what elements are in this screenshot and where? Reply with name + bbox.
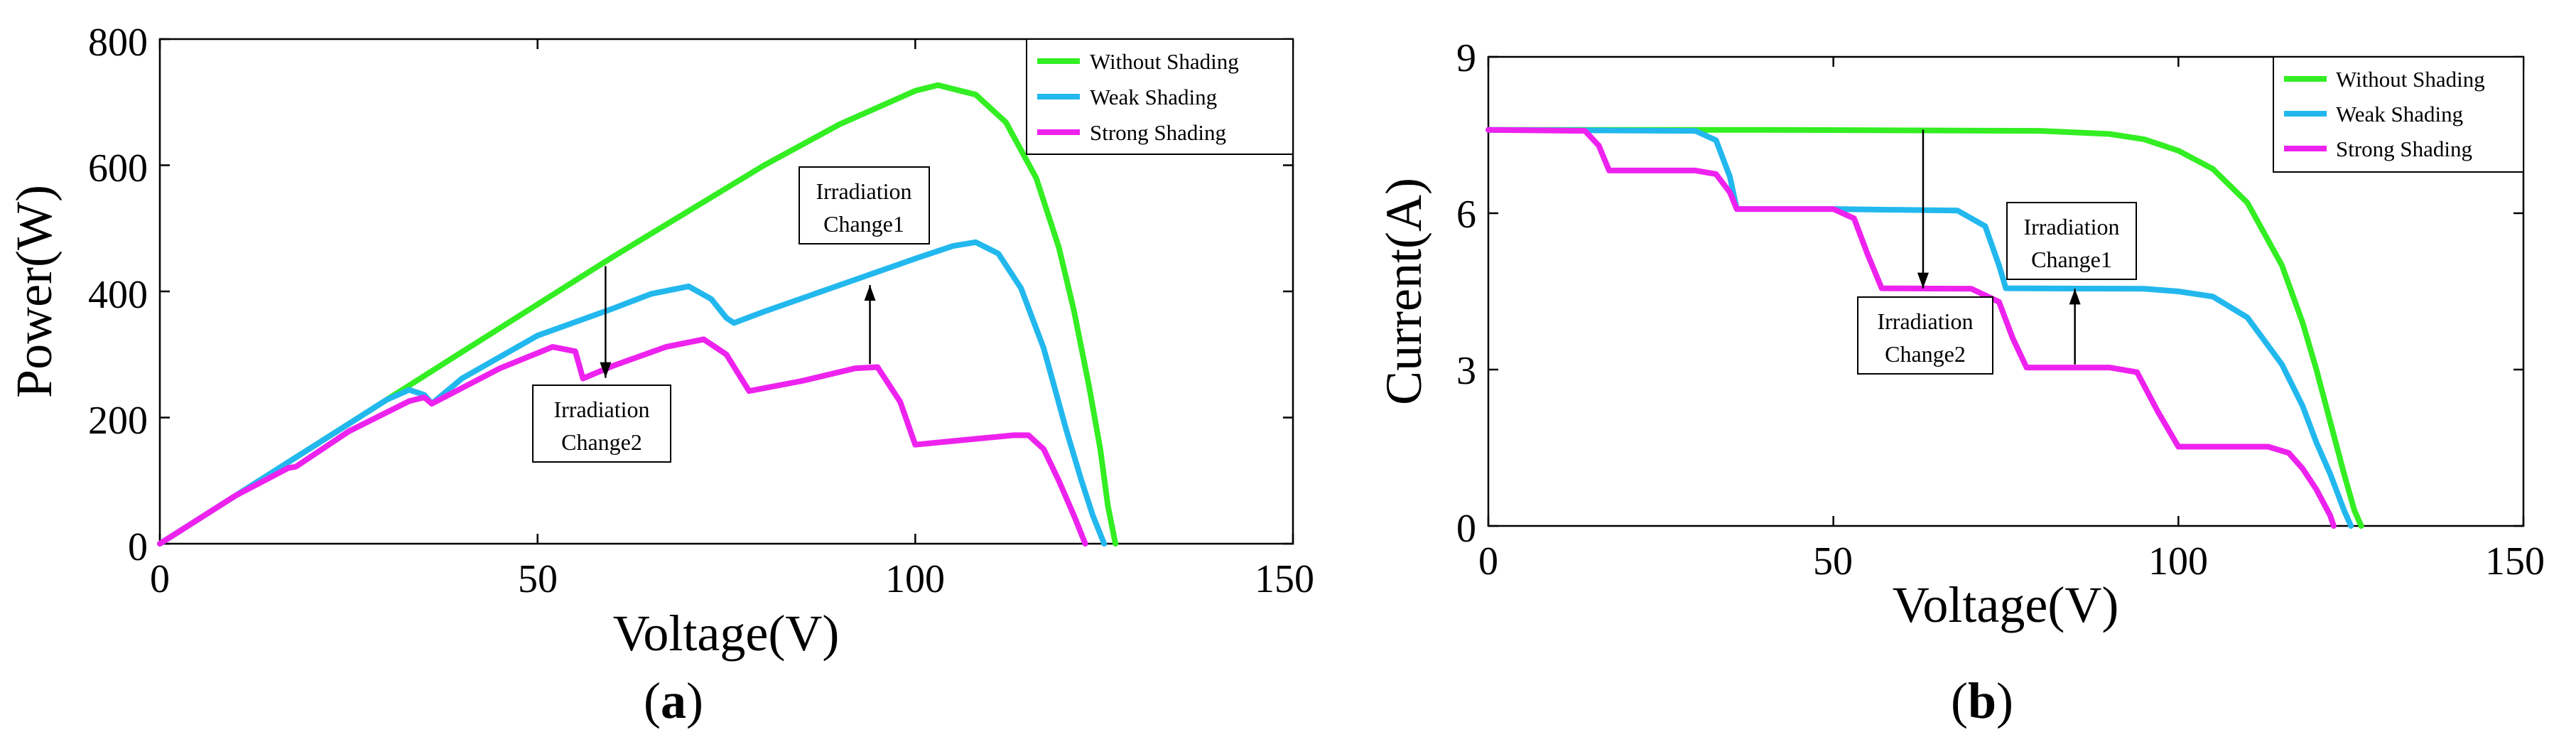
panel-a-ytick-label: 800	[88, 21, 148, 65]
panel-b-label-letter: b	[1968, 672, 1996, 729]
panel-a-annotation-change2: Irradiation Change2	[532, 385, 671, 463]
panel-b-plot-frame	[1487, 55, 2525, 527]
panel-b-annotation-line: Change1	[2031, 247, 2112, 272]
panel-a-ytick-label: 400	[88, 273, 148, 317]
panel-a-annotation-arrow	[864, 285, 876, 365]
panel-b-ylabel: Current(A)	[1375, 178, 1432, 405]
panel-b-series-without-shading	[1485, 127, 2364, 529]
panel-a-ytick-label: 200	[88, 399, 148, 443]
panel-a-series-strong-shading	[157, 336, 1088, 547]
panel-b-xtick-label: 50	[1813, 539, 1853, 584]
panel-a-ytick-label: 0	[128, 525, 148, 569]
panel-b-xlabel: Voltage(V)	[1893, 576, 2119, 633]
panel-a-xtick-label: 150	[1255, 557, 1314, 601]
panel-a-ticks	[158, 38, 1294, 545]
panel-b-label: (b)	[1951, 672, 2013, 729]
panel-a-annotation-line: Change2	[561, 429, 642, 455]
panel-a-series-weak-shading	[157, 239, 1108, 547]
panel-b-series-strong-shading	[1485, 127, 2337, 529]
panel-a-legend-label: Weak Shading	[1090, 85, 1217, 109]
panel-b-annotation-arrow	[1917, 129, 1929, 289]
panel-b-ytick-label: 9	[1456, 36, 1476, 80]
panel-b-ytick-label: 6	[1456, 193, 1476, 237]
panel-b-annotation-change1: Irradiation Change1	[2006, 202, 2137, 280]
panel-b-series	[1485, 127, 2364, 529]
panel-a-legend: Without Shading Weak Shading Strong Shad…	[1026, 38, 1294, 155]
panel-b-annotation-box	[1857, 296, 1993, 375]
panel-a-annotation-line: Irradiation	[816, 178, 911, 204]
panel-b-xtick-label: 0	[1478, 539, 1498, 584]
panel-b-annotation-line: Irradiation	[1877, 308, 1973, 334]
panel-b-legend-label: Strong Shading	[2336, 136, 2472, 161]
panel-b-annotation-line: Change2	[1885, 341, 1966, 367]
panel-a-series	[157, 82, 1119, 547]
panel-b-current-chart: 9 6 3 0 0 50 100 150 Voltage(V) Current(…	[1375, 36, 2545, 729]
arrow-head	[864, 285, 876, 301]
panel-b-legend-label: Weak Shading	[2336, 102, 2463, 127]
panel-a-xlabel: Voltage(V)	[613, 605, 840, 662]
arrow-head	[600, 362, 612, 378]
panel-b-ytick-label: 3	[1456, 349, 1476, 393]
panel-a-xtick-label: 100	[885, 557, 945, 601]
panel-b-annotation-change2: Irradiation Change2	[1857, 296, 1993, 375]
panel-b-xtick-label: 100	[2148, 539, 2208, 584]
panel-a-label-letter: a	[661, 672, 686, 729]
panel-a-xtick-label: 0	[150, 557, 170, 601]
panel-a-annotation-change1: Irradiation Change1	[799, 166, 930, 244]
panel-a-series-without-shading	[157, 82, 1119, 547]
panel-a-annotations	[600, 266, 876, 378]
panel-a-annotation-line: Change1	[823, 211, 904, 237]
panel-b-annotation-line: Irradiation	[2023, 214, 2119, 240]
panel-a-annotation-box	[799, 166, 930, 244]
panel-a-annotation-arrow	[600, 266, 612, 378]
panel-b-legend: Without Shading Weak Shading Strong Shad…	[2273, 56, 2524, 173]
panel-a-ytick-label: 600	[88, 146, 148, 190]
panel-a-legend-label: Without Shading	[1090, 49, 1239, 74]
panel-a-power-chart: 800 600 400 200 0 0 50 100 150 Voltage(V…	[6, 21, 1314, 729]
arrow-head	[2069, 289, 2081, 305]
panel-b-legend-label: Without Shading	[2336, 67, 2485, 92]
panel-a-ylabel: Power(W)	[6, 185, 63, 398]
arrow-head	[1917, 272, 1929, 289]
panel-b-series-weak-shading	[1485, 127, 2354, 529]
panel-a-annotation-box	[532, 385, 671, 463]
panel-a-xtick-label: 50	[518, 557, 558, 601]
panel-a-label: (a)	[644, 672, 703, 729]
panel-b-annotation-arrow	[2069, 289, 2081, 365]
panel-a-legend-label: Strong Shading	[1090, 120, 1226, 145]
panel-b-annotations	[1917, 129, 2081, 365]
panel-a-annotation-line: Irradiation	[553, 397, 649, 422]
panel-b-xtick-label: 150	[2485, 539, 2545, 584]
panel-b-annotation-box	[2006, 202, 2137, 280]
panel-b-ytick-label: 0	[1456, 507, 1476, 551]
